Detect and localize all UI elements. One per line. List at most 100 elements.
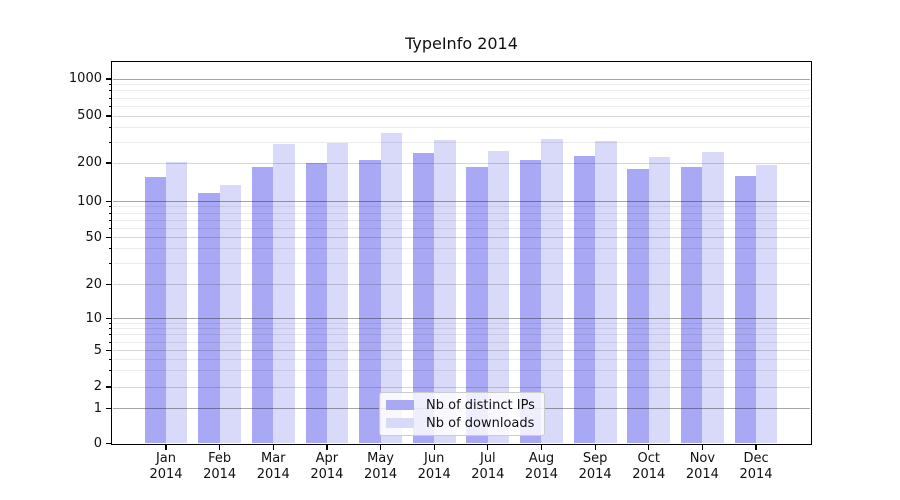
bar-distinct-ips-dec — [734, 176, 757, 444]
x-tick — [165, 443, 167, 450]
gridline — [112, 284, 811, 285]
y-minor-tick — [108, 322, 112, 324]
y-minor-tick — [108, 370, 112, 372]
major-gridline — [112, 318, 811, 319]
y-minor-tick — [108, 90, 112, 92]
y-tick-label: 500 — [77, 108, 102, 123]
y-minor-tick — [108, 212, 112, 214]
bar-downloads-jan — [166, 161, 188, 444]
y-tick — [106, 442, 112, 445]
minor-gridline — [112, 126, 811, 128]
y-minor-tick — [108, 341, 112, 343]
bar-downloads-aug — [541, 138, 563, 444]
minor-gridline — [112, 90, 811, 92]
minor-gridline — [112, 341, 811, 343]
bar-distinct-ips-sep — [573, 155, 596, 444]
y-tick-label: 5 — [93, 342, 102, 358]
x-tick-label: May 2014 — [364, 451, 398, 482]
x-tick — [540, 443, 543, 450]
y-tick-label: 0 — [93, 435, 102, 451]
bar-distinct-ips-may — [359, 160, 381, 444]
minor-gridline — [112, 212, 811, 214]
x-tick — [433, 443, 435, 450]
x-tick-label: Jul 2014 — [471, 451, 505, 482]
bar-downloads-nov — [702, 152, 724, 444]
bar-distinct-ips-apr — [305, 163, 327, 444]
y-minor-tick — [108, 206, 112, 208]
minor-gridline — [112, 358, 811, 360]
x-tick — [379, 443, 382, 450]
y-tick-label: 2 — [93, 379, 102, 394]
gridline — [112, 386, 811, 388]
minor-gridline — [112, 219, 811, 221]
legend-item-downloads: Nb of downloads — [386, 417, 544, 430]
x-tick-label: Jun 2014 — [417, 451, 451, 482]
x-tick-label: Feb 2014 — [203, 451, 237, 482]
minor-gridline — [112, 328, 811, 330]
minor-gridline — [112, 84, 811, 86]
bar-distinct-ips-nov — [681, 166, 703, 444]
minor-gridline — [112, 248, 811, 250]
bar-downloads-oct — [648, 156, 671, 444]
x-tick-label: Mar 2014 — [256, 451, 290, 482]
gridline — [112, 350, 811, 351]
bar-distinct-ips-jun — [412, 153, 435, 444]
bar-downloads-sep — [595, 140, 617, 444]
minor-gridline — [112, 141, 811, 143]
minor-gridline — [112, 370, 811, 372]
legend-swatch-distinct-ips — [386, 400, 414, 410]
y-tick-label: 20 — [85, 276, 102, 292]
y-tick — [106, 407, 112, 410]
minor-gridline — [112, 105, 811, 107]
bar-downloads-apr — [326, 143, 349, 444]
bar-distinct-ips-mar — [251, 167, 274, 444]
x-tick-label: Jan 2014 — [149, 451, 183, 482]
x-tick-label: Sep 2014 — [578, 451, 612, 482]
legend: Nb of distinct IPs Nb of downloads — [379, 392, 545, 436]
minor-gridline — [112, 227, 811, 229]
y-tick-label: 200 — [77, 155, 102, 170]
y-minor-tick — [108, 334, 112, 336]
major-gridline — [112, 201, 811, 202]
legend-item-distinct-ips: Nb of distinct IPs — [386, 399, 544, 412]
minor-gridline — [112, 334, 811, 336]
y-minor-tick — [108, 105, 112, 107]
bar-downloads-dec — [756, 164, 778, 444]
minor-gridline — [112, 97, 811, 99]
minor-gridline — [112, 322, 811, 324]
y-tick — [106, 162, 112, 164]
y-minor-tick — [108, 84, 112, 86]
bar-distinct-ips-jan — [144, 177, 166, 444]
y-minor-tick — [108, 126, 112, 128]
y-tick — [106, 115, 112, 117]
x-tick — [594, 443, 596, 450]
bar-distinct-ips-feb — [198, 193, 220, 444]
x-tick — [701, 443, 703, 450]
x-tick-label: Nov 2014 — [685, 451, 719, 482]
y-tick — [106, 349, 112, 352]
y-minor-tick — [108, 227, 112, 229]
y-minor-tick — [108, 97, 112, 99]
legend-label-distinct-ips: Nb of distinct IPs — [426, 397, 535, 413]
x-tick — [272, 443, 274, 450]
y-tick-label: 1000 — [68, 71, 102, 86]
y-minor-tick — [108, 328, 112, 330]
gridline — [112, 162, 811, 164]
legend-swatch-downloads — [386, 418, 414, 428]
y-tick-label: 10 — [85, 310, 102, 326]
y-tick-label: 1 — [93, 400, 102, 416]
x-tick-label: Aug 2014 — [524, 451, 559, 482]
minor-gridline — [112, 263, 811, 265]
x-tick-label: Oct 2014 — [632, 451, 666, 482]
y-tick — [106, 283, 112, 286]
bar-distinct-ips-oct — [627, 169, 649, 444]
bar-downloads-may — [380, 133, 402, 444]
gridline — [112, 237, 811, 238]
chart-title: TypeInfo 2014 — [405, 34, 518, 53]
bar-downloads-jun — [434, 139, 456, 444]
x-tick — [755, 443, 757, 450]
y-minor-tick — [108, 358, 112, 360]
x-tick — [219, 443, 221, 450]
y-minor-tick — [108, 141, 112, 143]
minor-gridline — [112, 206, 811, 208]
